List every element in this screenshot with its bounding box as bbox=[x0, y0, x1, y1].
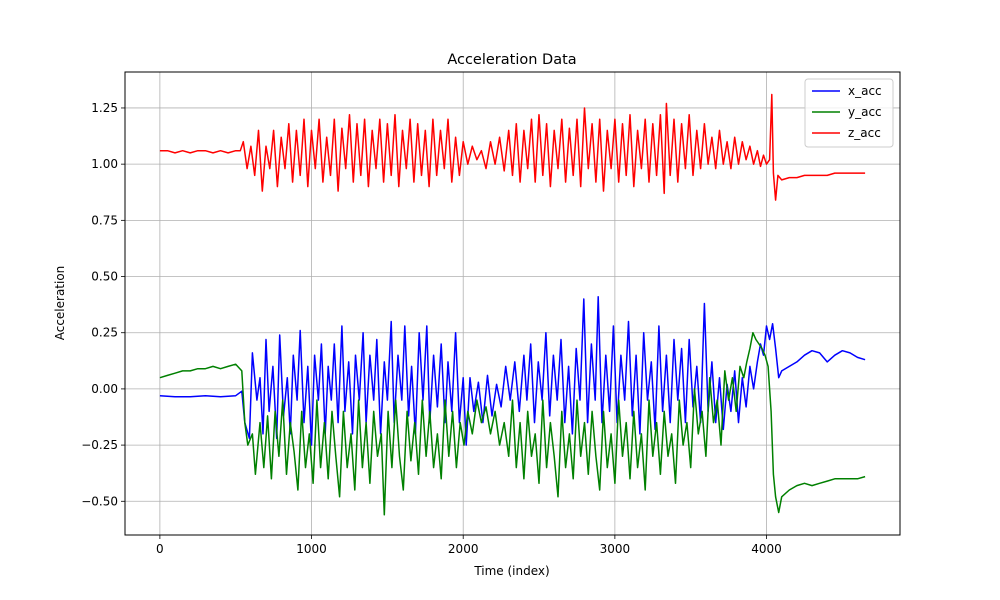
legend-box bbox=[804, 78, 894, 148]
y-axis-label: Acceleration bbox=[53, 266, 67, 341]
series-line-y-acc bbox=[159, 331, 866, 516]
y-tick-label: −0.50 bbox=[81, 494, 118, 508]
y-tick-label: −0.25 bbox=[81, 438, 118, 452]
series-line-x-acc bbox=[159, 296, 866, 446]
x-axis-ticks: 0 1000 2000 3000 4000 bbox=[156, 535, 782, 556]
legend-label-x-acc: x_acc bbox=[848, 84, 882, 98]
series-layer bbox=[159, 93, 866, 516]
series-line-z-acc bbox=[159, 93, 866, 201]
x-tick-label: 2000 bbox=[448, 542, 479, 556]
x-tick-label: 4000 bbox=[751, 542, 782, 556]
legend-label-y-acc: y_acc bbox=[848, 105, 882, 119]
y-tick-label: 0.75 bbox=[91, 213, 118, 227]
y-tick-label: 1.25 bbox=[91, 101, 118, 115]
legend-label-z-acc: z_acc bbox=[848, 126, 881, 140]
chart-title: Acceleration Data bbox=[447, 52, 576, 68]
plot-area-frame bbox=[124, 71, 901, 536]
y-tick-label: 1.00 bbox=[91, 157, 118, 171]
y-tick-label: 0.50 bbox=[91, 270, 118, 284]
y-tick-label: 0.00 bbox=[91, 382, 118, 396]
x-tick-label: 1000 bbox=[296, 542, 327, 556]
grid-lines bbox=[125, 72, 900, 535]
legend: x_acc y_acc z_acc bbox=[804, 78, 894, 148]
y-tick-label: 0.25 bbox=[91, 326, 118, 340]
y-axis-ticks: −0.50 −0.25 0.00 0.25 0.50 0.75 1.00 1.25 bbox=[81, 101, 125, 508]
x-axis-label: Time (index) bbox=[473, 564, 549, 578]
x-tick-label: 3000 bbox=[600, 542, 631, 556]
x-tick-label: 0 bbox=[156, 542, 164, 556]
